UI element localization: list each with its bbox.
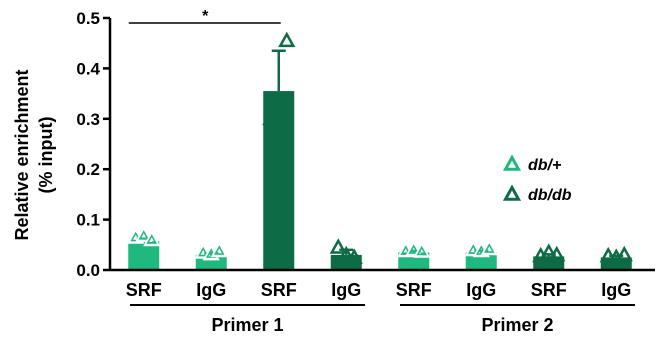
bar (330, 254, 362, 270)
y-axis-title-line-2: (% input) (36, 117, 56, 194)
data-point (210, 241, 228, 258)
data-point (480, 239, 498, 256)
x-tick-label: IgG (196, 280, 226, 300)
legend: db/+ db/db (502, 154, 572, 204)
data-point-inner (408, 244, 420, 254)
data-point-inner (146, 234, 158, 244)
data-point (278, 31, 296, 48)
y-tick-label: 0.0 (76, 261, 100, 280)
data-point (405, 240, 423, 257)
data-point (135, 226, 153, 243)
y-tick-label: 0.2 (76, 160, 100, 179)
data-point (194, 243, 212, 259)
group-label: Primer 1 (211, 315, 283, 335)
x-tick-label: IgG (466, 280, 496, 300)
x-tick-label: SRF (126, 280, 162, 300)
data-point-inner (213, 245, 225, 255)
y-tick-label: 0.1 (76, 211, 100, 230)
group-label: Primer 2 (481, 315, 553, 335)
data-point (345, 248, 363, 264)
data-point-inner (483, 243, 495, 253)
x-tick-label: SRF (531, 280, 567, 300)
y-axis: 0.0 0.1 0.2 0.3 0.4 0.5 (76, 9, 112, 280)
y-tick-label: 0.3 (76, 110, 100, 129)
data-point-inner (138, 230, 150, 240)
data-point-inner (400, 245, 412, 255)
data-point-inner (467, 244, 479, 254)
legend-marker (502, 154, 522, 171)
data-point (413, 242, 431, 258)
data-point (540, 243, 558, 259)
data-points (127, 31, 633, 264)
x-axis: SRF IgG SRF IgG SRF IgG SRF IgG (110, 268, 655, 300)
legend-label: db/+ (528, 157, 561, 174)
data-point (615, 245, 633, 262)
data-point (464, 240, 482, 257)
data-point-inner (475, 245, 487, 255)
x-tick-label: SRF (261, 280, 297, 300)
x-tick-label: SRF (396, 280, 432, 300)
data-point (143, 230, 161, 247)
significance-star: * (202, 8, 209, 25)
y-axis-title-line-1: Relative enrichment (12, 69, 32, 240)
y-tick-label: 0.5 (76, 9, 100, 28)
data-point (329, 238, 347, 254)
data-point-inner (197, 246, 209, 257)
significance-annotation: * (128, 8, 281, 25)
data-point (270, 105, 288, 122)
data-point (337, 245, 355, 262)
x-tick-label: IgG (601, 280, 631, 300)
legend-marker (502, 184, 522, 201)
x-tick-label: IgG (331, 280, 361, 300)
data-point (599, 246, 617, 263)
data-point (548, 245, 566, 262)
y-tick-label: 0.4 (76, 59, 100, 78)
primer-groups: Primer 1 Primer 2 (130, 304, 635, 335)
data-point-inner (130, 231, 142, 242)
data-point-inner (416, 245, 428, 256)
y-axis-title: Relative enrichment (% input) (12, 69, 56, 240)
legend-label: db/db (528, 187, 572, 204)
